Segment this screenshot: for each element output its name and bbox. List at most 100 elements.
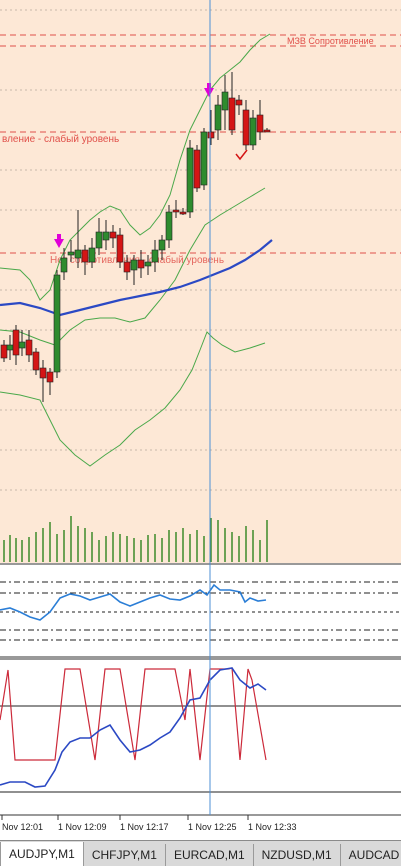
candle[interactable] [165, 205, 173, 248]
candle[interactable] [102, 220, 110, 250]
volume-histogram [3, 516, 268, 562]
candle-body [179, 211, 187, 215]
stochastic-main-line [0, 667, 267, 761]
oscillator-levels [0, 581, 401, 641]
candle-body [158, 239, 166, 251]
candle[interactable] [39, 360, 47, 402]
candle[interactable] [109, 225, 117, 248]
symbol-tab-audcad[interactable]: AUDCAD [341, 844, 401, 866]
checkmark-icon [235, 149, 248, 161]
candle[interactable] [172, 200, 180, 218]
stochastic-panel[interactable] [0, 659, 401, 815]
candle[interactable] [158, 235, 166, 260]
candle-body [193, 149, 201, 189]
candle-body [81, 249, 89, 263]
candle[interactable] [67, 240, 75, 262]
candle[interactable] [46, 368, 54, 395]
symbol-tab-bar: AUDJPY,M1 CHFJPY,M1 EURCAD,M1 NZDUSD,M1 AUDC… [0, 840, 401, 866]
chart-area[interactable]: МЗВ Сопротивление вление - слабый уровен… [0, 0, 401, 840]
candle-body [25, 339, 33, 356]
buy-signal-arrow-2[interactable] [204, 83, 214, 97]
candle[interactable] [151, 240, 159, 272]
symbol-tab-eurcad[interactable]: EURCAD,M1 [166, 844, 254, 866]
candle[interactable] [123, 255, 131, 280]
candle[interactable] [116, 228, 124, 268]
symbol-tab-audjpy[interactable]: AUDJPY,M1 [0, 842, 84, 866]
moving-average [0, 239, 273, 317]
middle-band [0, 187, 266, 346]
buy-signal-arrow-1[interactable] [54, 234, 64, 248]
candle[interactable] [74, 210, 82, 268]
oscillator-panel-1[interactable] [0, 565, 401, 655]
candle[interactable] [144, 255, 152, 275]
time-label: Nov 12:01 [2, 822, 43, 832]
candle-body [67, 251, 75, 256]
candle-body [200, 131, 208, 186]
candle[interactable] [81, 245, 89, 275]
time-axis: Nov 12:01 1 Nov 12:09 1 Nov 12:17 1 Nov 12:… [1, 815, 297, 832]
price-grid [0, 9, 401, 491]
candle-body [109, 231, 117, 239]
candle[interactable] [228, 72, 236, 135]
candle-body [116, 234, 124, 263]
stochastic-signal-line [0, 667, 267, 788]
candle[interactable] [200, 128, 208, 190]
candle-body [242, 109, 250, 146]
candle[interactable] [207, 110, 215, 145]
symbol-tab-nzdusd[interactable]: NZDUSD,M1 [254, 844, 341, 866]
candle[interactable] [18, 330, 26, 356]
arrow-down-icon [204, 88, 214, 97]
candle[interactable] [221, 75, 229, 130]
candle-body [6, 344, 14, 351]
candle-body [0, 344, 8, 359]
candle[interactable] [186, 140, 194, 218]
candle[interactable] [0, 340, 8, 362]
time-label: 1 Nov 12:33 [248, 822, 297, 832]
candle[interactable] [256, 100, 264, 140]
stochastic-levels [0, 705, 401, 793]
lower-band [0, 331, 266, 467]
weak-level-label-mid: вление - слабый уровень [2, 133, 119, 145]
candle[interactable] [193, 145, 201, 192]
candle-body [186, 147, 194, 213]
candle[interactable] [53, 270, 61, 378]
candle-body [235, 99, 243, 106]
candle[interactable] [60, 248, 68, 280]
candle[interactable] [242, 100, 250, 150]
time-label: 1 Nov 12:17 [120, 822, 169, 832]
candle-body [53, 274, 61, 373]
chart-canvas[interactable]: МЗВ Сопротивление вление - слабый уровен… [0, 0, 401, 840]
arrow-shaft [57, 234, 61, 241]
candle-body [123, 261, 131, 273]
candle-body [130, 259, 138, 271]
candle-body [228, 97, 236, 131]
candle-body [144, 261, 152, 267]
symbol-tab-chfjpy[interactable]: CHFJPY,M1 [84, 844, 166, 866]
candle[interactable] [214, 95, 222, 140]
candle-body [12, 329, 20, 356]
candle-body [214, 104, 222, 131]
candlesticks[interactable] [0, 72, 271, 402]
candle[interactable] [88, 238, 96, 268]
candle-body [102, 231, 110, 241]
candle[interactable] [95, 218, 103, 255]
candle[interactable] [25, 330, 33, 362]
candle[interactable] [130, 255, 138, 285]
candle-body [151, 249, 159, 263]
candle[interactable] [32, 348, 40, 375]
candle-body [32, 351, 40, 371]
candle[interactable] [263, 128, 271, 133]
candle[interactable] [249, 110, 257, 150]
candle[interactable] [137, 250, 145, 278]
candle-body [39, 367, 47, 379]
candle[interactable] [235, 95, 243, 115]
price-panel[interactable] [0, 0, 401, 563]
candle-body [18, 341, 26, 349]
time-label: 1 Nov 12:09 [58, 822, 107, 832]
candle-body [249, 117, 257, 146]
candle-body [88, 247, 96, 263]
candle-body [46, 371, 54, 383]
upper-band [0, 33, 271, 301]
candle[interactable] [179, 208, 187, 215]
candle-body [207, 131, 215, 139]
